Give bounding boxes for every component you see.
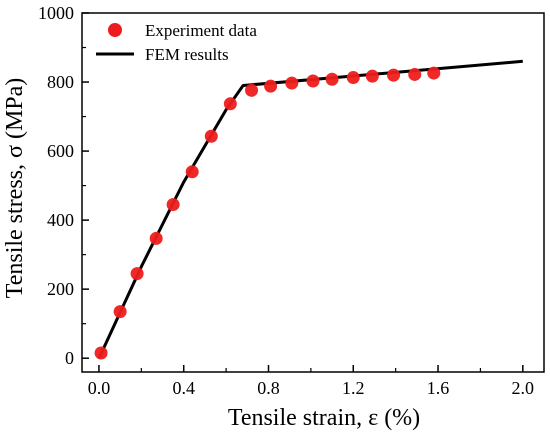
x-axis-label-text: Tensile strain, ε (%) (228, 405, 420, 431)
x-axis-label: Tensile strain, ε (%) (228, 405, 420, 431)
experiment-point (387, 68, 401, 82)
experiment-point (245, 83, 259, 97)
experiment-point (149, 231, 163, 245)
x-tick-label: 2.0 (512, 378, 535, 398)
y-axis-label: Tensile stress, σ (MPa) (2, 78, 28, 299)
y-axis-label-text: Tensile stress, σ (MPa) (2, 78, 28, 299)
experiment-point (130, 267, 144, 281)
experiment-point (346, 71, 360, 85)
y-tick-label: 600 (47, 141, 74, 161)
x-tick-label: 0.0 (88, 378, 111, 398)
fem-line-series (97, 59, 523, 359)
experiment-point (325, 72, 339, 86)
y-axis-ticks: 0 200 400 600 800 1000 (38, 3, 89, 368)
y-tick-label: 400 (47, 210, 74, 230)
experiment-point (306, 74, 320, 88)
experiment-point (408, 67, 422, 81)
experiment-point (264, 79, 278, 93)
experiment-point (223, 97, 237, 111)
y-tick-label: 0 (65, 348, 74, 368)
experiment-points (94, 66, 441, 360)
experiment-point (204, 129, 218, 143)
plot-border (81, 12, 545, 373)
experiment-point (113, 305, 127, 319)
y-tick-label: 200 (47, 279, 74, 299)
x-tick-label: 1.2 (342, 378, 365, 398)
x-tick-label: 1.6 (427, 378, 450, 398)
legend-marker-experiment (108, 23, 122, 37)
y-tick-label: 800 (47, 72, 74, 92)
y-tick-label: 1000 (38, 3, 74, 23)
experiment-point (94, 346, 108, 360)
experiment-point (285, 76, 299, 90)
legend-label-fem: FEM results (145, 45, 229, 64)
legend: Experiment data FEM results (96, 21, 257, 64)
experiment-point (166, 198, 180, 212)
x-tick-label: 0.8 (257, 378, 280, 398)
fem-line (97, 59, 523, 359)
experiment-point (185, 165, 199, 179)
legend-label-experiment: Experiment data (145, 21, 257, 40)
plot-frame (81, 12, 545, 373)
experiment-point (365, 69, 379, 83)
x-axis-ticks: 0.0 0.4 0.8 1.2 1.6 2.0 (88, 365, 534, 398)
experiment-point (427, 66, 441, 80)
x-tick-label: 0.4 (172, 378, 195, 398)
